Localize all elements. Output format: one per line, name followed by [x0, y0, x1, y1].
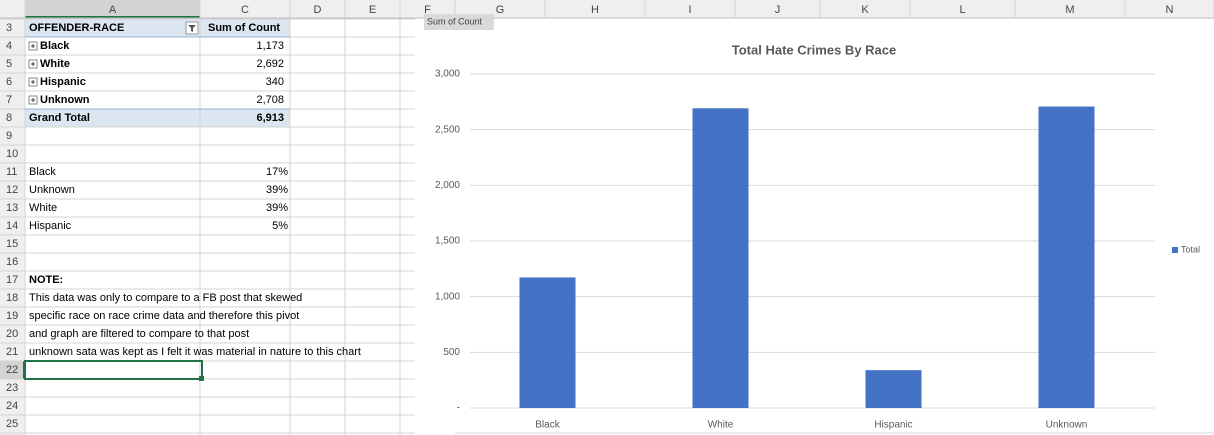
column-header: J: [775, 4, 781, 16]
y-tick-label: 500: [443, 347, 460, 358]
pivot-total-value: 6,913: [256, 112, 284, 124]
row-header: 7: [6, 94, 12, 106]
row-header: 4: [6, 40, 12, 52]
pivot-row-label: Unknown: [40, 94, 90, 106]
column-header: E: [369, 4, 376, 16]
note-title: NOTE:: [29, 274, 63, 286]
legend-label: Total: [1181, 244, 1200, 254]
row-header: 15: [6, 238, 18, 250]
expand-icon: [31, 98, 35, 102]
x-tick-label: Unknown: [1046, 420, 1088, 431]
y-tick-label: 2,500: [435, 124, 460, 135]
note-line: and graph are filtered to compare to tha…: [29, 328, 249, 340]
column-header: M: [1065, 4, 1074, 16]
pivot-header: Sum of Count: [208, 22, 280, 34]
pivot-row-label: White: [40, 58, 70, 70]
row-header: 3: [6, 22, 12, 34]
summary-value: 39%: [266, 202, 288, 214]
fill-handle: [199, 376, 204, 381]
bar: [1038, 106, 1095, 408]
row-header: 6: [6, 76, 12, 88]
row-header: 11: [6, 166, 17, 178]
row-header: 22: [6, 364, 18, 376]
summary-value: 17%: [266, 166, 288, 178]
selected-column-header: [25, 0, 200, 18]
pivot-header-fill: [25, 19, 290, 37]
row-header: 12: [6, 184, 18, 196]
selected-row-header: [0, 361, 25, 379]
summary-value: 5%: [272, 220, 288, 232]
column-header: G: [496, 4, 505, 16]
pivot-row-label: Black: [40, 40, 70, 52]
column-header: F: [424, 4, 431, 16]
note-line: This data was only to compare to a FB po…: [29, 292, 302, 304]
summary-value: 39%: [266, 184, 288, 196]
expand-icon: [31, 80, 35, 84]
row-header: 19: [6, 310, 18, 322]
summary-label: White: [29, 202, 57, 214]
note-line: specific race on race crime data and the…: [29, 310, 299, 322]
y-tick-label: 1,500: [435, 236, 460, 247]
row-header: 18: [6, 292, 18, 304]
y-tick-label: 3,000: [435, 69, 460, 80]
row-header: 20: [6, 328, 18, 340]
row-header: 25: [6, 418, 18, 430]
x-tick-label: Black: [535, 420, 560, 431]
y-tick-label: 1,000: [435, 291, 460, 302]
y-tick-label: 2,000: [435, 180, 460, 191]
pivot-total-fill: [25, 109, 290, 127]
pivot-row-value: 2,708: [256, 94, 284, 106]
bar: [519, 277, 576, 408]
pivot-total-label: Grand Total: [29, 112, 90, 124]
row-header: 17: [6, 274, 18, 286]
pivot-row-value: 1,173: [256, 40, 284, 52]
column-header: C: [241, 4, 249, 16]
column-header: A: [109, 4, 117, 16]
x-tick-label: White: [708, 420, 734, 431]
pivot-header: OFFENDER-RACE: [29, 22, 124, 34]
field-button[interactable]: [424, 14, 494, 30]
summary-label: Black: [29, 166, 56, 178]
chart: Sum of Count Total Hate Crimes By Race - 50…: [416, 14, 1214, 435]
column-header: H: [591, 4, 599, 16]
row-header: 21: [6, 346, 18, 358]
summary-label: Hispanic: [29, 220, 72, 232]
field-button-label: Sum of Count: [427, 16, 483, 26]
row-header: 14: [6, 220, 18, 232]
row-header: 5: [6, 58, 12, 70]
chart-title: Total Hate Crimes By Race: [732, 42, 897, 57]
row-header: 9: [6, 130, 12, 142]
pivot-row-value: 2,692: [256, 58, 284, 70]
pivot-row-value: 340: [266, 76, 284, 88]
row-header: 8: [6, 112, 12, 124]
column-header: D: [314, 4, 322, 16]
note-line: unknown sata was kept as I felt it was m…: [29, 346, 361, 358]
expand-icon: [31, 44, 35, 48]
row-header: 13: [6, 202, 18, 214]
row-header: 23: [6, 382, 18, 394]
legend-swatch: [1172, 247, 1178, 253]
row-header: 16: [6, 256, 18, 268]
y-tick-label: -: [457, 403, 460, 414]
bar: [865, 370, 922, 408]
expand-icon: [31, 62, 35, 66]
column-header: L: [959, 4, 965, 16]
selected-cell: [24, 360, 203, 380]
row-header: 10: [6, 148, 18, 160]
column-header: N: [1166, 4, 1174, 16]
column-header: I: [688, 4, 691, 16]
column-header: K: [861, 4, 869, 16]
pivot-row-label: Hispanic: [40, 76, 86, 88]
summary-label: Unknown: [29, 184, 75, 196]
filter-icon: [188, 25, 196, 32]
x-tick-label: Hispanic: [874, 420, 912, 431]
bar: [692, 108, 749, 409]
row-header: 24: [6, 400, 18, 412]
